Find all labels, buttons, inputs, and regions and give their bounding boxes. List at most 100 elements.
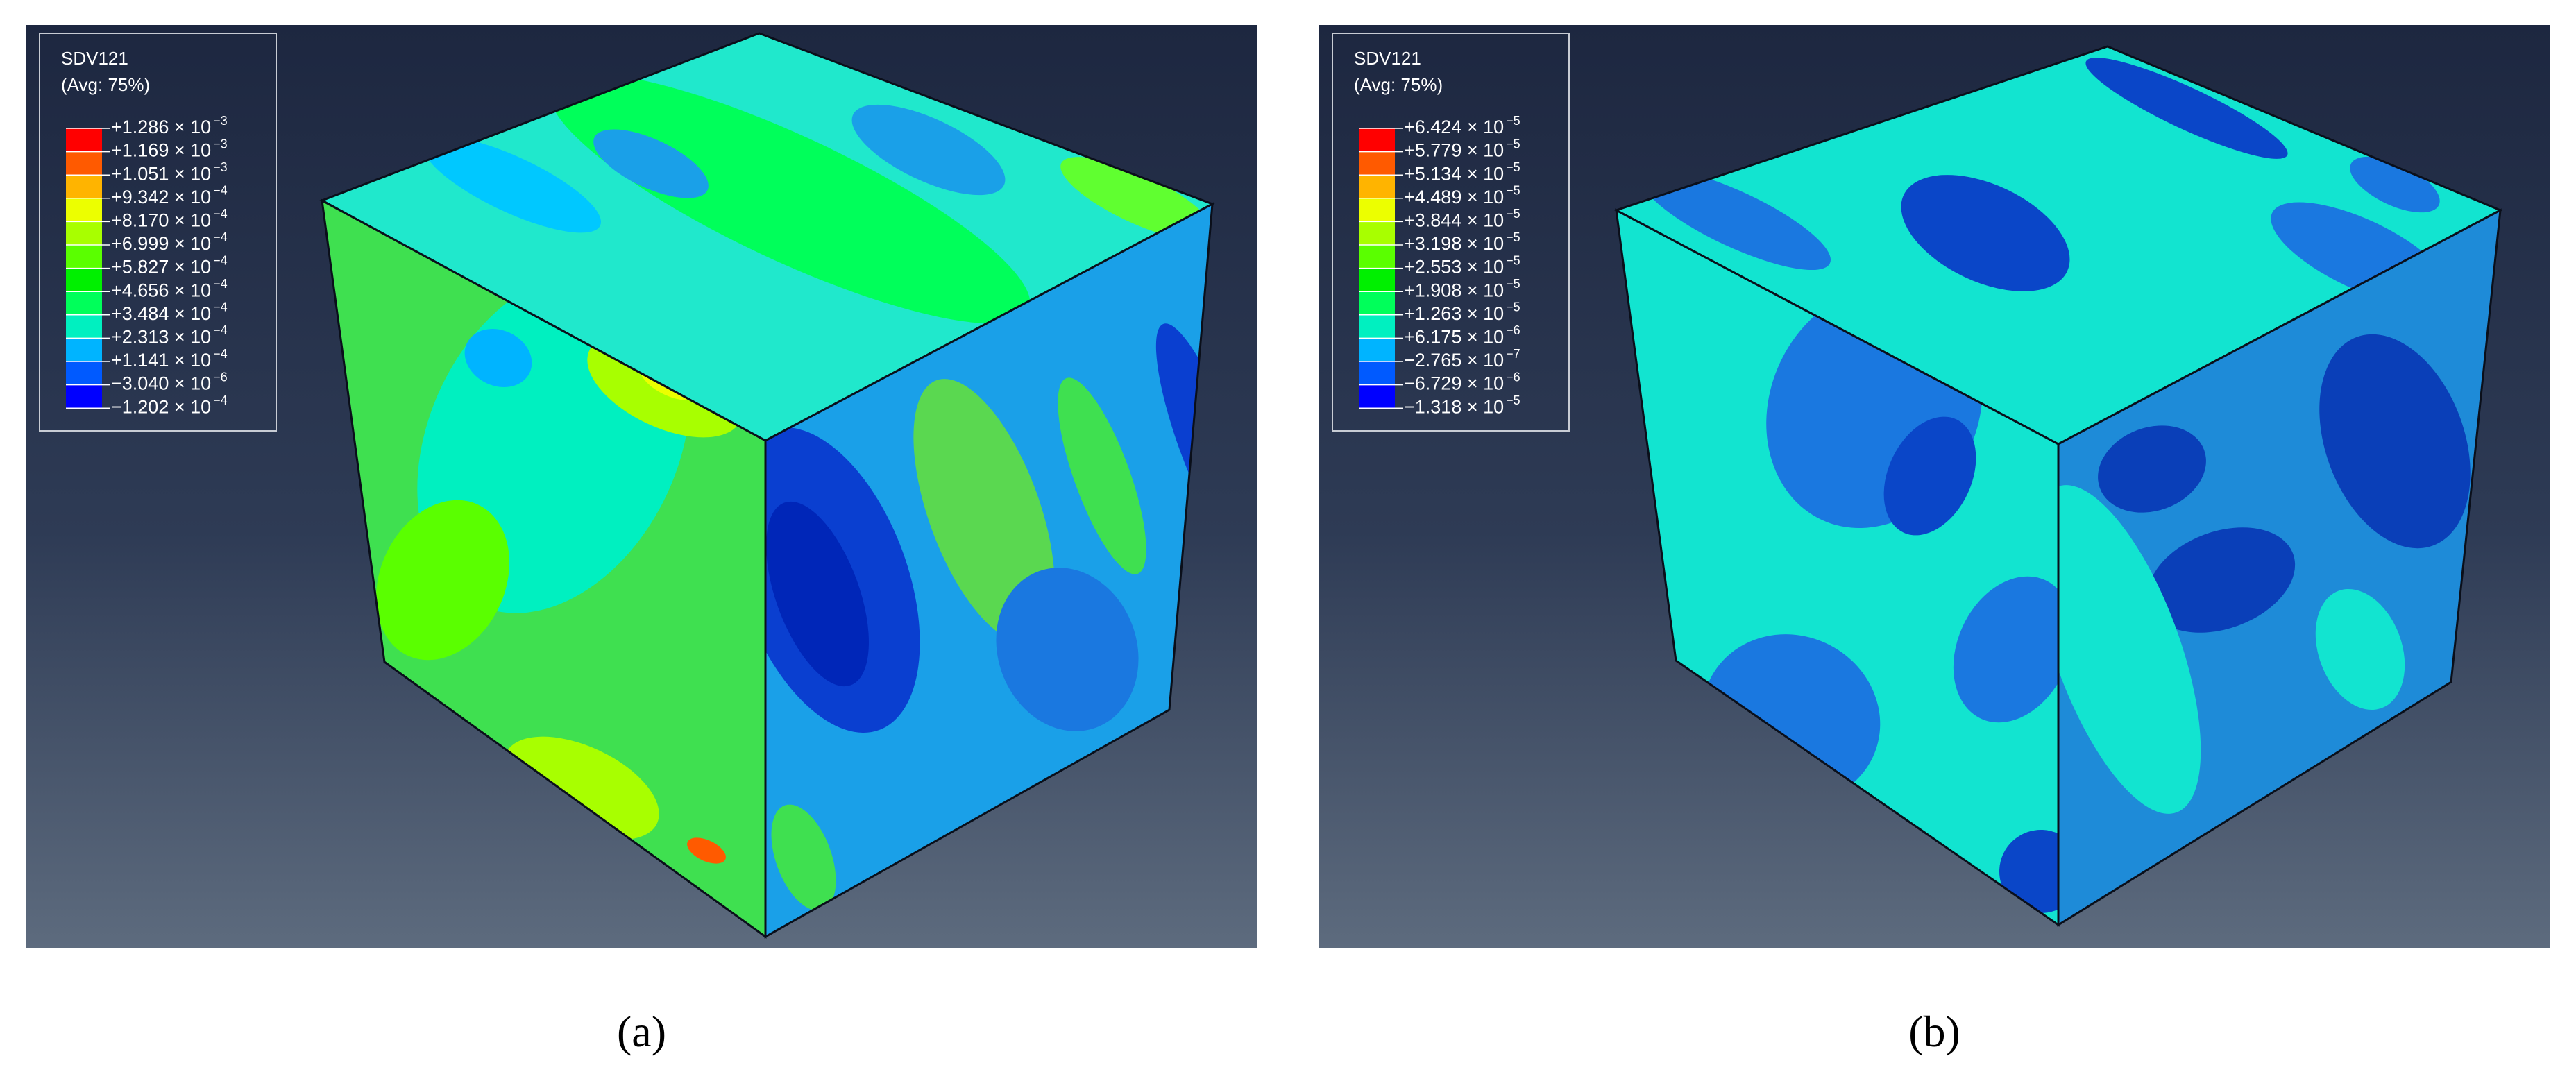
legend-exponent: −4 bbox=[213, 230, 228, 244]
legend-value: +5.827 × 10 bbox=[111, 257, 211, 278]
legend-swatch bbox=[1359, 128, 1395, 152]
contour-patch bbox=[593, 129, 709, 198]
legend-subtitle: (Avg: 75%) bbox=[61, 74, 150, 95]
legend-value: +6.999 × 10 bbox=[111, 233, 211, 254]
legend-swatch bbox=[1359, 338, 1395, 361]
legend-swatch bbox=[66, 314, 102, 339]
legend-exponent: −6 bbox=[1506, 323, 1520, 337]
panel-caption: (b) bbox=[1908, 1007, 1960, 1056]
legend-swatch bbox=[1359, 151, 1395, 176]
panel: SDV121(Avg: 75%)+1.286 × 10 −3+1.169 × 10… bbox=[26, 25, 1257, 948]
legend-value: +1.263 × 10 bbox=[1404, 303, 1504, 324]
legend-value: +6.424 × 10 bbox=[1404, 117, 1504, 137]
legend-exponent: −4 bbox=[213, 184, 228, 198]
contour-patch bbox=[1060, 157, 1212, 240]
legend-swatch bbox=[66, 128, 102, 152]
legend-value: +5.779 × 10 bbox=[1404, 140, 1504, 161]
contour-patch bbox=[464, 329, 532, 387]
legend-exponent: −5 bbox=[1506, 137, 1520, 151]
contour-patch bbox=[423, 136, 602, 233]
legend-value: +1.141 × 10 bbox=[111, 350, 211, 371]
legend-value: −1.202 × 10 bbox=[111, 396, 211, 417]
legend-value: +3.484 × 10 bbox=[111, 303, 211, 324]
legend-exponent: −5 bbox=[1506, 207, 1520, 221]
legend-exponent: −5 bbox=[1506, 184, 1520, 198]
legend-swatch bbox=[66, 268, 102, 292]
contour-patch bbox=[2319, 334, 2471, 549]
contour-patch bbox=[1641, 168, 1831, 271]
legend: SDV121(Avg: 75%)+1.286 × 10 −3+1.169 × 10… bbox=[39, 33, 277, 432]
legend-exponent: −4 bbox=[213, 393, 228, 407]
contour-patch bbox=[1953, 576, 2058, 723]
legend-swatch bbox=[1359, 175, 1395, 198]
legend-exponent: −4 bbox=[213, 300, 228, 314]
legend-value: −1.318 × 10 bbox=[1404, 396, 1504, 417]
contour-patches bbox=[1641, 58, 2450, 306]
legend-exponent: −5 bbox=[1506, 114, 1520, 128]
legend-exponent: −3 bbox=[213, 137, 228, 151]
legend-value: +8.170 × 10 bbox=[111, 210, 211, 231]
contour-cube bbox=[1613, 45, 2503, 927]
legend-swatch bbox=[66, 338, 102, 361]
legend-value: +2.553 × 10 bbox=[1404, 257, 1504, 278]
legend-value: +4.489 × 10 bbox=[1404, 187, 1504, 207]
legend-value: +6.175 × 10 bbox=[1404, 327, 1504, 348]
legend-swatch bbox=[1359, 384, 1395, 409]
panel-caption: (a) bbox=[617, 1007, 666, 1056]
legend-exponent: −5 bbox=[1506, 230, 1520, 244]
contour-patch bbox=[2315, 588, 2405, 710]
legend-box bbox=[1332, 33, 1570, 432]
contour-cube bbox=[319, 32, 1215, 939]
legend-swatch bbox=[66, 198, 102, 222]
legend-value: +5.134 × 10 bbox=[1404, 163, 1504, 184]
contour-patch bbox=[2085, 58, 2288, 159]
legend-exponent: −4 bbox=[213, 253, 228, 267]
contour-patch bbox=[851, 104, 1006, 196]
legend-subtitle: (Avg: 75%) bbox=[1354, 74, 1443, 95]
contour-patches bbox=[423, 73, 1212, 324]
legend-value: +3.844 × 10 bbox=[1404, 210, 1504, 231]
legend-swatch bbox=[1359, 361, 1395, 385]
legend-exponent: −3 bbox=[213, 160, 228, 174]
legend-swatch bbox=[66, 361, 102, 385]
legend-swatch bbox=[1359, 221, 1395, 245]
contour-patch bbox=[771, 804, 836, 911]
legend-exponent: −6 bbox=[213, 370, 228, 384]
cube-edge bbox=[764, 202, 1214, 939]
legend-value: +1.908 × 10 bbox=[1404, 280, 1504, 300]
legend-value: −3.040 × 10 bbox=[111, 373, 211, 394]
legend-exponent: −3 bbox=[213, 114, 228, 128]
legend-swatch bbox=[66, 245, 102, 269]
contour-patch bbox=[2147, 527, 2296, 633]
legend-value: −2.765 × 10 bbox=[1404, 350, 1504, 371]
legend-exponent: −4 bbox=[213, 277, 228, 291]
legend-value: +1.051 × 10 bbox=[111, 163, 211, 184]
legend-exponent: −5 bbox=[1506, 160, 1520, 174]
contour-patch bbox=[687, 837, 726, 864]
legend-swatch bbox=[66, 291, 102, 315]
legend-swatch bbox=[66, 384, 102, 409]
legend-exponent: −4 bbox=[213, 323, 228, 337]
contour-patch bbox=[1058, 377, 1146, 574]
legend-box bbox=[39, 33, 277, 432]
legend-value: +3.198 × 10 bbox=[1404, 233, 1504, 254]
legend-swatch bbox=[1359, 268, 1395, 292]
contour-patch bbox=[2058, 485, 2201, 814]
legend-swatch bbox=[1359, 245, 1395, 269]
legend-value: +9.342 × 10 bbox=[111, 187, 211, 207]
legend-exponent: −6 bbox=[1506, 370, 1520, 384]
contour-patch bbox=[1999, 830, 2058, 913]
contour-patch bbox=[766, 501, 869, 687]
contour-patch bbox=[1883, 416, 1976, 536]
panel: SDV121(Avg: 75%)+6.424 × 10 −5+5.779 × 10… bbox=[1319, 25, 2550, 948]
contour-patches bbox=[2058, 334, 2471, 814]
legend-value: −6.729 × 10 bbox=[1404, 373, 1504, 394]
legend-title: SDV121 bbox=[61, 48, 128, 69]
legend-exponent: −5 bbox=[1506, 300, 1520, 314]
legend-value: +2.313 × 10 bbox=[111, 327, 211, 348]
contour-patches bbox=[765, 323, 1212, 911]
legend-swatch bbox=[1359, 291, 1395, 315]
legend-exponent: −4 bbox=[213, 347, 228, 361]
legend-exponent: −5 bbox=[1506, 253, 1520, 267]
